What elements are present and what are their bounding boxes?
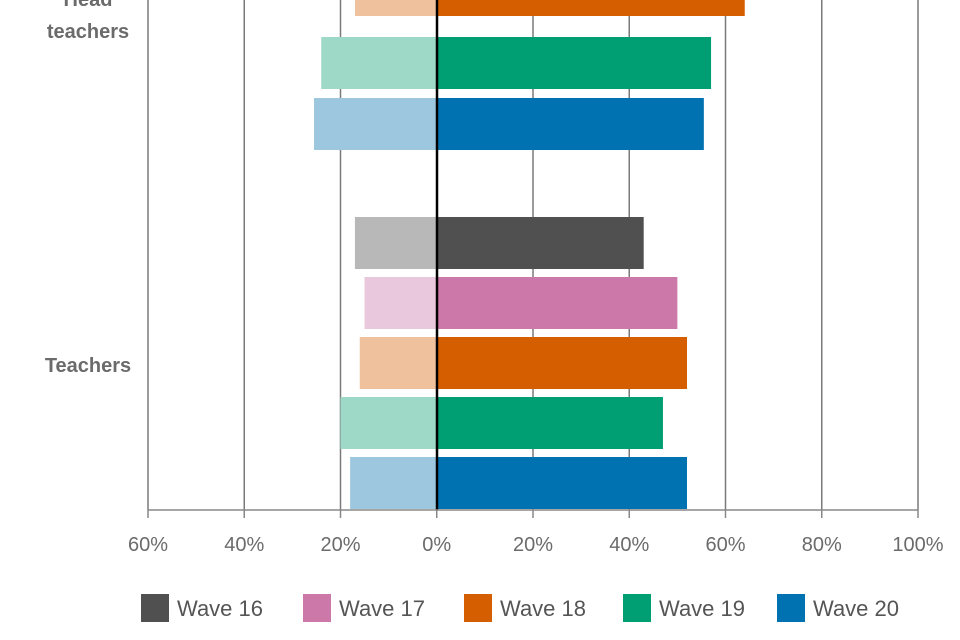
bar-negative — [350, 457, 437, 509]
x-tick-label: 0% — [422, 534, 451, 556]
bar-positive — [436, 98, 704, 150]
bar-positive — [436, 277, 678, 329]
x-tick-label: 20% — [320, 534, 360, 556]
legend-label: Wave 18 — [500, 596, 586, 621]
x-tick-label: 40% — [609, 534, 649, 556]
x-tick-label: 20% — [513, 534, 553, 556]
bars — [314, 0, 745, 509]
group-label: Teachers — [45, 355, 131, 377]
legend-swatch — [464, 594, 492, 622]
x-tick-label: 60% — [705, 534, 745, 556]
bar-negative — [314, 98, 437, 150]
x-tick-label: 80% — [802, 534, 842, 556]
bar-negative — [364, 277, 437, 329]
group-label: teachers — [47, 21, 129, 43]
group-label: Head — [64, 0, 113, 11]
legend-label: Wave 17 — [339, 596, 425, 621]
legend-swatch — [303, 594, 331, 622]
legend: Wave 16 Wave 17 Wave 18 Wave 19 Wave 20 — [141, 594, 899, 622]
legend-label: Wave 20 — [813, 596, 899, 621]
bar-positive — [436, 217, 644, 269]
bar-negative — [340, 397, 437, 449]
legend-swatch — [777, 594, 805, 622]
bar-positive — [436, 337, 687, 389]
x-tick-label: 60% — [128, 534, 168, 556]
bar-positive — [436, 457, 687, 509]
x-axis-ticks: 60% 40% 20% 0% 20% 40% 60% 80% 100% — [128, 510, 944, 556]
bar-negative — [354, 0, 437, 16]
bar-positive — [436, 397, 663, 449]
bar-negative — [321, 37, 437, 89]
bar-negative — [354, 217, 437, 269]
x-tick-label: 100% — [892, 534, 943, 556]
group-labels: Head teachers Teachers — [45, 0, 131, 377]
x-tick-label: 40% — [224, 534, 264, 556]
legend-label: Wave 16 — [177, 596, 263, 621]
bar-negative — [359, 337, 437, 389]
bar-positive — [436, 37, 712, 89]
legend-swatch — [141, 594, 169, 622]
legend-swatch — [623, 594, 651, 622]
bar-positive — [436, 0, 745, 16]
legend-label: Wave 19 — [659, 596, 745, 621]
